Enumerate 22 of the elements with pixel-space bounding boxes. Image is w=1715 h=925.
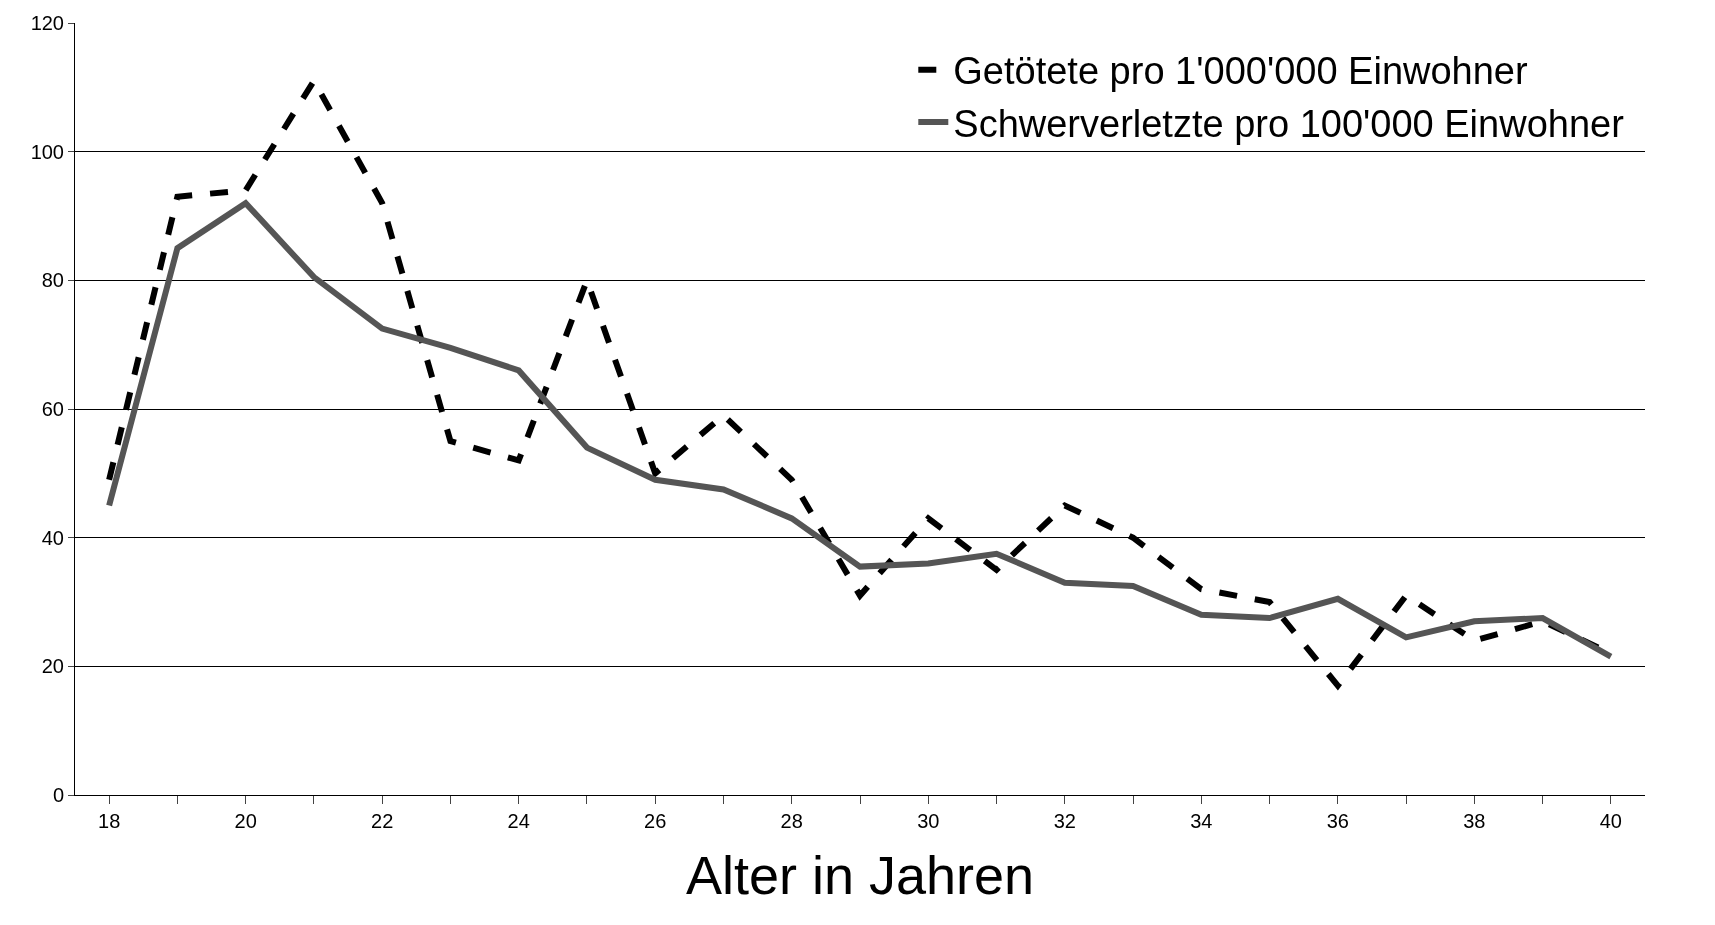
x-tick-label: 18 bbox=[98, 810, 121, 832]
x-tick-label: 30 bbox=[917, 810, 940, 832]
x-tick-label: 38 bbox=[1463, 810, 1486, 832]
x-tick-label: 24 bbox=[507, 810, 530, 832]
y-tick-label: 40 bbox=[41, 526, 64, 549]
legend-label: Getötete pro 1'000'000 Einwohner bbox=[953, 50, 1529, 93]
y-tick-label: 0 bbox=[52, 784, 64, 806]
y-tick-label: 120 bbox=[30, 12, 64, 34]
x-tick-label: 28 bbox=[780, 810, 803, 832]
x-tick-label: 36 bbox=[1326, 810, 1349, 832]
x-tick-label: 32 bbox=[1053, 810, 1076, 832]
x-tick-label: 40 bbox=[1599, 810, 1622, 832]
y-tick-label: 80 bbox=[41, 269, 64, 292]
y-tick-label: 100 bbox=[30, 140, 64, 163]
x-tick-label: 20 bbox=[234, 810, 257, 832]
y-tick-label: 20 bbox=[41, 655, 64, 678]
y-tick-label: 60 bbox=[41, 398, 64, 420]
x-tick-label: 22 bbox=[371, 810, 394, 832]
legend-label: Schwerverletzte pro 100'000 Einwohner bbox=[953, 102, 1625, 145]
x-tick-label: 26 bbox=[644, 810, 667, 832]
x-axis-title: Alter in Jahren bbox=[685, 845, 1035, 906]
x-tick-label: 34 bbox=[1190, 810, 1213, 832]
